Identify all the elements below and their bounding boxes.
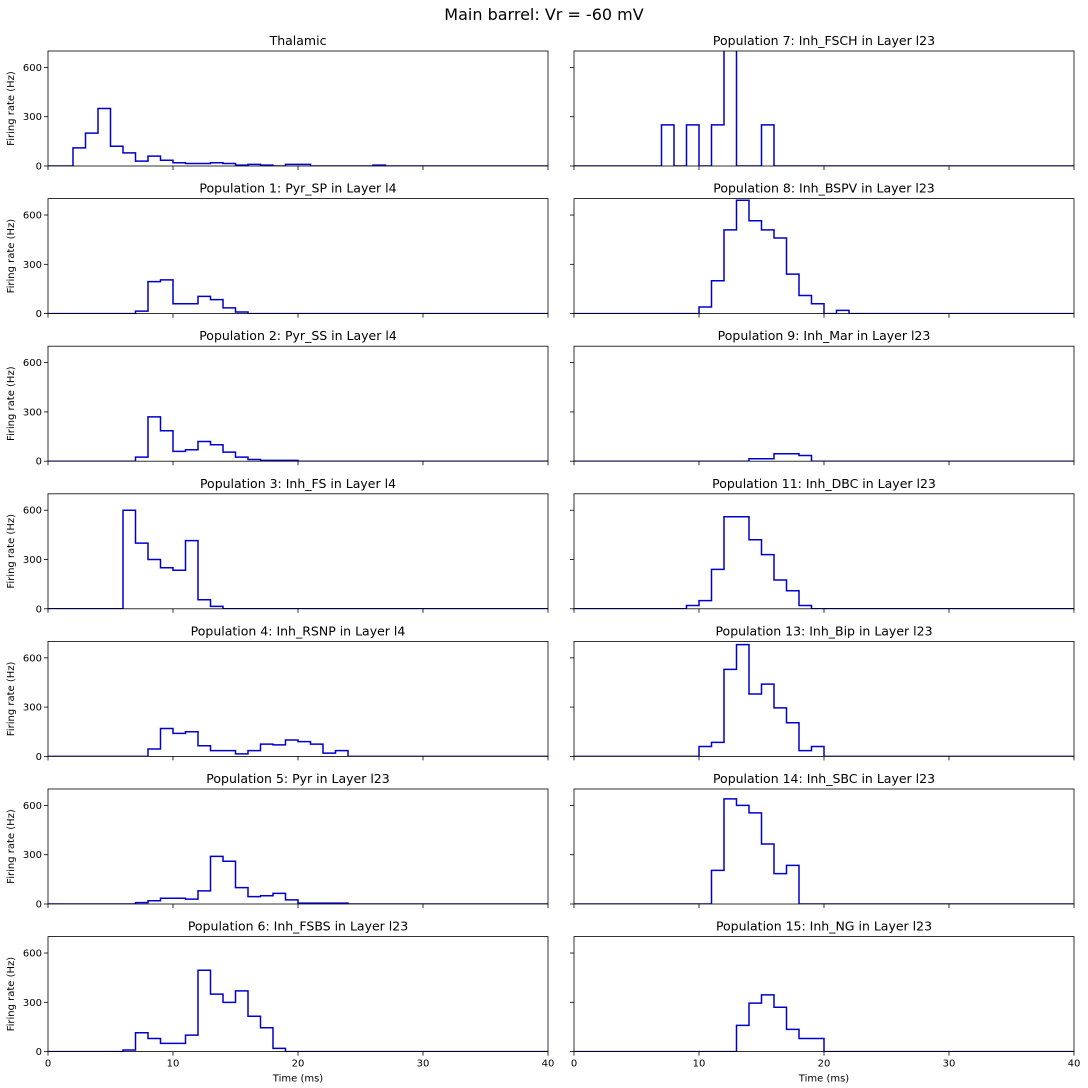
- subplot-title: Population 13: Inh_Bip in Layer l23: [715, 623, 932, 638]
- subplot-title: Population 5: Pyr in Layer l23: [206, 771, 389, 786]
- y-axis-label: Firing rate (Hz): [6, 661, 17, 736]
- subplot-title: Population 15: Inh_NG in Layer l23: [716, 919, 932, 934]
- subplot-title: Population 14: Inh_SBC in Layer l23: [713, 771, 935, 786]
- y-tick-label: 0: [36, 457, 42, 468]
- subplot-14: Population 15: Inh_NG in Layer l23 0 10 20 3…: [570, 919, 1080, 1085]
- axes-frame: [47, 641, 549, 757]
- firing-rate-series: [574, 453, 1074, 462]
- subplot-3: Population 1: Pyr_SP in Layer l4 0 300 600 F…: [6, 181, 549, 320]
- y-axis-label: Firing rate (Hz): [6, 957, 17, 1032]
- y-tick-label: 0: [36, 752, 42, 763]
- subplot-title: Population 8: Inh_BSPV in Layer l23: [713, 181, 935, 196]
- subplot-2: Population 7: Inh_FSCH in Layer l23: [570, 33, 1075, 170]
- axes-frame: [573, 50, 1075, 167]
- axes-frame: [573, 198, 1075, 315]
- subplot-7: Population 3: Inh_FS in Layer l4 0 300 600 F…: [6, 476, 549, 615]
- firing-rate-series: [574, 798, 1074, 904]
- y-tick-label: 300: [23, 112, 42, 123]
- subplot-12: Population 14: Inh_SBC in Layer l23: [570, 771, 1075, 908]
- y-tick-label: 300: [23, 998, 42, 1009]
- x-axis-label: Time (ms): [798, 1074, 850, 1085]
- y-tick-label: 300: [23, 703, 42, 714]
- firing-rate-series: [48, 107, 548, 166]
- subplot-5: Population 2: Pyr_SS in Layer l4 0 300 600 F…: [6, 328, 549, 468]
- firing-rate-series: [48, 969, 548, 1052]
- firing-rate-series: [574, 643, 1074, 757]
- y-tick-label: 600: [23, 211, 42, 222]
- axes-frame: [573, 788, 1075, 905]
- x-tick-label: 30: [943, 1059, 956, 1070]
- figure-title: Main barrel: Vr = -60 mV: [444, 5, 643, 24]
- x-tick-label: 40: [542, 1059, 555, 1070]
- firing-rate-series: [48, 279, 548, 314]
- y-tick-label: 600: [23, 653, 42, 664]
- y-tick-label: 600: [23, 801, 42, 812]
- x-tick-label: 10: [693, 1059, 706, 1070]
- subplot-title: Population 4: Inh_RSNP in Layer l4: [191, 623, 406, 638]
- y-axis-label: Firing rate (Hz): [6, 514, 17, 589]
- subplot-title: Population 1: Pyr_SP in Layer l4: [199, 181, 396, 196]
- axes-frame: [47, 198, 549, 315]
- subplot-title: Population 3: Inh_FS in Layer l4: [200, 476, 396, 491]
- y-tick-label: 0: [36, 900, 42, 911]
- axes-frame: [573, 345, 1075, 462]
- subplot-title: Population 9: Inh_Mar in Layer l23: [718, 328, 931, 343]
- x-tick-label: 0: [45, 1059, 51, 1070]
- y-tick-label: 600: [23, 949, 42, 960]
- subplot-4: Population 8: Inh_BSPV in Layer l23: [570, 181, 1075, 318]
- y-axis-label: Firing rate (Hz): [6, 71, 17, 146]
- subplot-title: Population 6: Inh_FSBS in Layer l23: [188, 919, 408, 934]
- firing-rate-series: [574, 51, 1074, 166]
- y-tick-label: 600: [23, 358, 42, 369]
- y-axis-label: Firing rate (Hz): [6, 366, 17, 441]
- axes-frame: [573, 493, 1075, 610]
- firing-rate-series: [574, 516, 1074, 609]
- axes-frame: [47, 788, 549, 905]
- y-axis-label: Firing rate (Hz): [6, 809, 17, 884]
- y-tick-label: 0: [36, 1047, 42, 1058]
- y-tick-label: 300: [23, 555, 42, 566]
- subplot-title: Thalamic: [269, 33, 327, 48]
- y-tick-label: 0: [36, 309, 42, 320]
- subplot-13: Population 6: Inh_FSBS in Layer l23 0 10 20…: [6, 919, 554, 1085]
- firing-rate-series: [574, 994, 1074, 1052]
- y-tick-label: 600: [23, 506, 42, 517]
- subplot-1: Thalamic 0 300 600 Firing rate (Hz): [6, 33, 549, 173]
- y-tick-label: 0: [36, 604, 42, 615]
- y-tick-label: 600: [23, 63, 42, 74]
- subplot-8: Population 11: Inh_DBC in Layer l23: [570, 476, 1075, 613]
- axes-frame: [47, 345, 549, 462]
- subplot-6: Population 9: Inh_Mar in Layer l23: [570, 328, 1075, 466]
- axes-frame: [573, 641, 1075, 757]
- firing-rate-series: [48, 727, 548, 757]
- y-axis-label: Firing rate (Hz): [6, 219, 17, 294]
- axes-frame: [47, 936, 549, 1052]
- subplot-title: Population 2: Pyr_SS in Layer l4: [199, 328, 397, 343]
- subplot-9: Population 4: Inh_RSNP in Layer l4 0 300 60…: [6, 623, 549, 763]
- x-tick-label: 40: [1068, 1059, 1081, 1070]
- x-tick-label: 30: [417, 1059, 430, 1070]
- firing-rate-series: [48, 509, 548, 609]
- subplot-title: Population 11: Inh_DBC in Layer l23: [712, 476, 936, 491]
- y-tick-label: 300: [23, 260, 42, 271]
- subplot-11: Population 5: Pyr in Layer l23 0 300 600 Fir…: [6, 771, 549, 911]
- x-tick-label: 20: [818, 1059, 831, 1070]
- x-axis-label: Time (ms): [272, 1074, 324, 1085]
- firing-rate-series: [574, 199, 1074, 314]
- firing-rate-series: [48, 855, 548, 904]
- subplot-10: Population 13: Inh_Bip in Layer l23: [570, 623, 1075, 761]
- axes-frame: [573, 936, 1075, 1052]
- y-tick-label: 300: [23, 407, 42, 418]
- firing-rate-series: [48, 416, 548, 462]
- x-tick-label: 20: [292, 1059, 305, 1070]
- x-tick-label: 0: [571, 1059, 577, 1070]
- subplot-title: Population 7: Inh_FSCH in Layer l23: [713, 33, 935, 48]
- y-tick-label: 300: [23, 850, 42, 861]
- y-tick-label: 0: [36, 162, 42, 173]
- x-tick-label: 10: [167, 1059, 180, 1070]
